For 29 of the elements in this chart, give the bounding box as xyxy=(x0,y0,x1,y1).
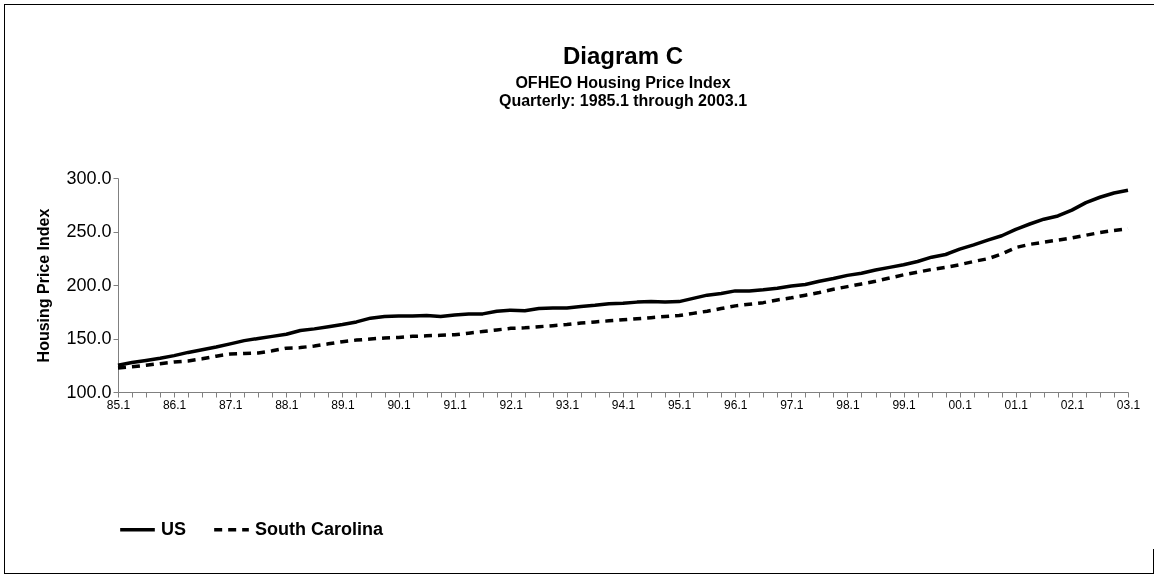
x-tick-label: 93.1 xyxy=(555,397,580,412)
x-tick-label: 88.1 xyxy=(275,397,299,412)
x-tick-label: 86.1 xyxy=(162,397,187,412)
text: Quarterly: 1985.1 through 2003.1 xyxy=(498,92,748,109)
x-tick-label: 02.1 xyxy=(1060,397,1085,412)
y-tick-label: 300.0 xyxy=(66,167,112,188)
x-tick-label: 96.1 xyxy=(724,397,748,412)
x-tick-label: 00.1 xyxy=(948,397,973,412)
x-tick-label: 98.1 xyxy=(836,397,860,412)
x-tick-label: 03.1 xyxy=(1116,397,1141,412)
y-tick-label: 200.0 xyxy=(66,274,112,295)
y-tick-label: 250.0 xyxy=(66,221,112,241)
chart-title: Diagram C xyxy=(562,42,684,69)
x-tick-label: 99.1 xyxy=(892,397,917,412)
x-tick-label: 97.1 xyxy=(780,397,804,412)
x-tick-label: 01.1 xyxy=(1004,397,1029,412)
y-axis-title: Housing Price Index xyxy=(35,208,53,363)
x-tick-label: 92.1 xyxy=(499,397,524,412)
x-tick-label: 94.1 xyxy=(611,397,636,412)
y-tick-label: 150.0 xyxy=(66,328,112,348)
x-tick-label: 90.1 xyxy=(387,397,412,412)
legend-label: South Carolina xyxy=(255,518,384,539)
x-tick-label: 91.1 xyxy=(443,397,468,412)
x-tick-label: 87.1 xyxy=(219,397,243,412)
legend-label: US xyxy=(161,518,187,539)
x-tick-label: 95.1 xyxy=(667,397,692,412)
x-tick-label: 89.1 xyxy=(331,397,355,412)
x-tick-label: 85.1 xyxy=(106,397,131,412)
chart-subtitle: OFHEO Housing Price Index xyxy=(515,74,731,91)
